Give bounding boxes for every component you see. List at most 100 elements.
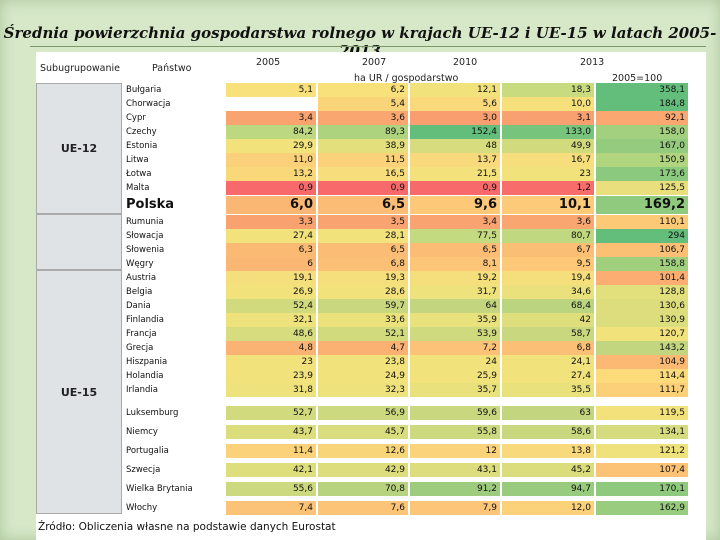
- table-cell: 35,7: [410, 383, 500, 397]
- row-label: Chorwacja: [126, 99, 171, 109]
- table-cell: 12,0: [502, 500, 594, 515]
- table-cell: 19,3: [318, 271, 408, 285]
- table-cell: 12,6: [318, 443, 408, 458]
- row-label: Węgry: [126, 259, 154, 269]
- table-cell: 0,9: [318, 181, 408, 195]
- table-cell: 3,4: [226, 111, 316, 125]
- table-cell: 125,5: [596, 181, 688, 195]
- table-cell: 167,0: [596, 139, 688, 153]
- table-cell: 170,1: [596, 481, 688, 496]
- table-cell: 5,1: [226, 83, 316, 97]
- table-cell: 6,0: [226, 196, 316, 214]
- table-cell: 42: [502, 313, 594, 327]
- table-cell: 55,8: [410, 424, 500, 439]
- table-cell: 35,5: [502, 383, 594, 397]
- row-label: Grecja: [126, 343, 154, 353]
- table-cell: 1,2: [502, 181, 594, 195]
- row-label: Portugalia: [126, 445, 169, 456]
- row-label: Rumunia: [126, 217, 164, 227]
- table-cell: 120,7: [596, 327, 688, 341]
- row-label: Irlandia: [126, 385, 158, 395]
- table-cell: 64: [410, 299, 500, 313]
- table-cell: 29,9: [226, 139, 316, 153]
- table-cell: 3,6: [318, 111, 408, 125]
- row-label: Szwecja: [126, 464, 161, 475]
- source-note: Źródło: Obliczenia własne na podstawie d…: [38, 521, 336, 533]
- table-cell: 128,8: [596, 285, 688, 299]
- table-cell: 114,4: [596, 369, 688, 383]
- table-cell: 11,5: [318, 153, 408, 167]
- table-cell: 52,4: [226, 299, 316, 313]
- table-cell: 119,5: [596, 405, 688, 420]
- table-cell: 55,6: [226, 481, 316, 496]
- table-cell: 294: [596, 229, 688, 243]
- table-cell: 18,3: [502, 83, 594, 97]
- table-cell: 35,9: [410, 313, 500, 327]
- table-cell: 34,6: [502, 285, 594, 299]
- table-cell: 6,2: [318, 83, 408, 97]
- table-cell: 84,2: [226, 125, 316, 139]
- row-label: Holandia: [126, 371, 164, 381]
- table-cell: 121,2: [596, 443, 688, 458]
- header-2010: 2010: [453, 57, 478, 68]
- table-cell: 7,9: [410, 500, 500, 515]
- table-cell: 80,7: [502, 229, 594, 243]
- header-2005: 2005: [256, 57, 281, 68]
- table-cell: 5,6: [410, 97, 500, 111]
- header-2007: 2007: [362, 57, 387, 68]
- table-cell: 111,7: [596, 383, 688, 397]
- row-label: Polska: [126, 197, 175, 212]
- row-label: Niemcy: [126, 426, 158, 437]
- table-cell: 28,6: [318, 285, 408, 299]
- table-cell: 48: [410, 139, 500, 153]
- table-cell: 25,9: [410, 369, 500, 383]
- title-divider: [30, 46, 706, 47]
- table-cell: 11,4: [226, 443, 316, 458]
- row-label: Dania: [126, 301, 151, 311]
- table-cell: 19,2: [410, 271, 500, 285]
- table-cell: 59,7: [318, 299, 408, 313]
- table-cell: 173,6: [596, 167, 688, 181]
- table-cell: 89,3: [318, 125, 408, 139]
- table-cell: 49,9: [502, 139, 594, 153]
- header-2013: 2013: [580, 57, 605, 68]
- table-cell: 8,1: [410, 257, 500, 271]
- table-cell: 23,9: [226, 369, 316, 383]
- table-cell: 24: [410, 355, 500, 369]
- table-cell: 10,1: [502, 196, 594, 214]
- table-cell: 13,8: [502, 443, 594, 458]
- row-label: Wielka Brytania: [126, 483, 193, 494]
- table-cell: 10,0: [502, 97, 594, 111]
- subgroup-spacer: [36, 214, 122, 270]
- table-cell: 24,9: [318, 369, 408, 383]
- row-label: Cypr: [126, 113, 146, 123]
- row-label: Estonia: [126, 141, 158, 151]
- table-cell: 13,7: [410, 153, 500, 167]
- table-cell: 110,1: [596, 215, 688, 229]
- table-cell: 68,4: [502, 299, 594, 313]
- table-cell: 130,6: [596, 299, 688, 313]
- table-cell: 48,6: [226, 327, 316, 341]
- table-cell: 31,7: [410, 285, 500, 299]
- table-cell: [226, 97, 316, 111]
- row-label: Malta: [126, 183, 150, 193]
- table-cell: 150,9: [596, 153, 688, 167]
- table-cell: 31,8: [226, 383, 316, 397]
- table-cell: 58,6: [502, 424, 594, 439]
- table-cell: 92,1: [596, 111, 688, 125]
- table-cell: 107,4: [596, 462, 688, 477]
- table-cell: 19,4: [502, 271, 594, 285]
- table-cell: 43,7: [226, 424, 316, 439]
- header-index: 2005=100: [612, 73, 663, 84]
- table-cell: 0,9: [410, 181, 500, 195]
- table-cell: 101,4: [596, 271, 688, 285]
- table-cell: 11,0: [226, 153, 316, 167]
- table-cell: 12,1: [410, 83, 500, 97]
- table-cell: 6,5: [318, 196, 408, 214]
- table-cell: 42,9: [318, 462, 408, 477]
- table-cell: 27,4: [502, 369, 594, 383]
- table-cell: 91,2: [410, 481, 500, 496]
- row-label: Belgia: [126, 287, 153, 297]
- table-cell: 3,6: [502, 215, 594, 229]
- header-subgroup: Subugrupowanie: [40, 63, 120, 74]
